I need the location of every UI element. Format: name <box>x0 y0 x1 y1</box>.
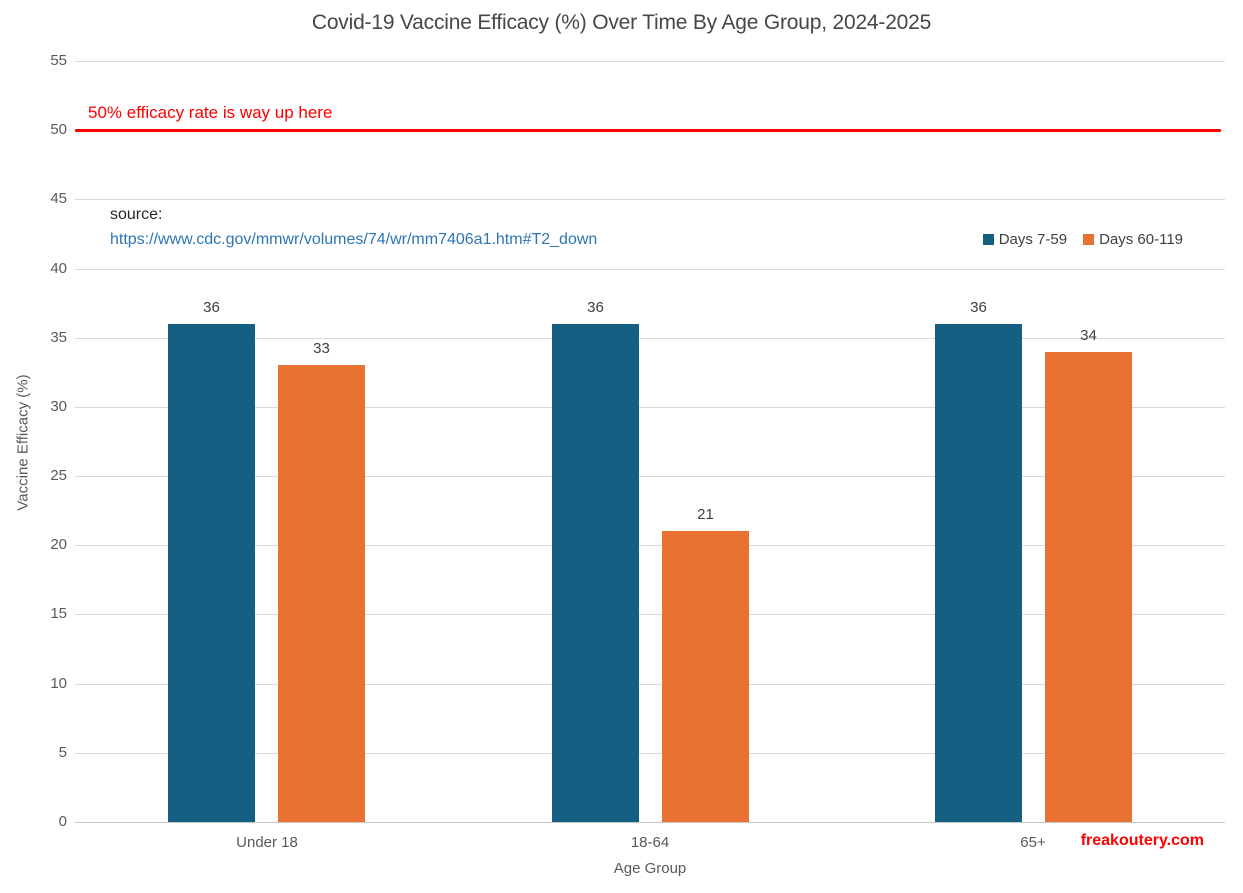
y-tick-label: 40 <box>50 260 67 277</box>
legend-item-days-7-59: Days 7-59 <box>982 231 1068 248</box>
legend-swatch-days-7-59-icon <box>982 234 994 245</box>
gridline <box>75 545 1225 546</box>
source-link[interactable]: https://www.cdc.gov/mmwr/volumes/74/wr/m… <box>110 231 598 248</box>
x-tick-label: Under 18 <box>236 834 298 851</box>
y-tick-label: 55 <box>50 52 67 69</box>
gridline <box>75 684 1225 685</box>
gridline <box>75 199 1225 200</box>
gridline <box>75 753 1225 754</box>
source-label: source: <box>110 206 163 223</box>
gridline <box>75 61 1225 62</box>
bar-days-7-59 <box>168 324 255 822</box>
gridline <box>75 338 1225 339</box>
bar-value-label: 36 <box>587 299 604 316</box>
y-tick-label: 25 <box>50 467 67 484</box>
bar-value-label: 21 <box>697 506 714 523</box>
bar-days-60-119 <box>278 365 365 822</box>
bar-value-label: 33 <box>313 340 330 357</box>
x-tick-label: 18-64 <box>630 834 670 851</box>
x-axis-title: Age Group <box>613 860 687 877</box>
bar-days-60-119 <box>662 531 749 822</box>
legend-label: Days 60-119 <box>1099 231 1183 248</box>
y-tick-label: 15 <box>50 605 67 622</box>
bar-value-label: 36 <box>203 299 220 316</box>
bar-value-label: 36 <box>970 299 987 316</box>
legend-item-days-60-119: Days 60-119 <box>1083 231 1183 248</box>
gridline <box>75 614 1225 615</box>
y-tick-label: 20 <box>50 536 67 553</box>
bar-days-60-119 <box>1045 352 1132 822</box>
legend: Days 7-59 Days 60-119 <box>982 231 1183 248</box>
y-tick-label: 50 <box>50 121 67 138</box>
y-tick-label: 10 <box>50 675 67 692</box>
legend-swatch-days-60-119-icon <box>1083 234 1095 245</box>
y-tick-label: 5 <box>58 744 67 761</box>
bar-days-7-59 <box>552 324 639 822</box>
y-tick-label: 0 <box>58 813 67 830</box>
watermark: freakoutery.com <box>1080 832 1204 849</box>
bar-value-label: 34 <box>1080 327 1097 344</box>
gridline <box>75 407 1225 408</box>
y-tick-label: 35 <box>50 329 67 346</box>
legend-label: Days 7-59 <box>998 231 1068 248</box>
x-tick-label: 65+ <box>1020 834 1046 851</box>
chart-title: Covid-19 Vaccine Efficacy (%) Over Time … <box>311 11 932 34</box>
gridline <box>75 269 1225 270</box>
annotation-text: 50% efficacy rate is way up here <box>88 103 333 122</box>
annotation-line <box>75 129 1221 132</box>
gridline <box>75 822 1225 823</box>
y-tick-label: 45 <box>50 190 67 207</box>
y-tick-label: 30 <box>50 398 67 415</box>
y-axis-title: Vaccine Efficacy (%) <box>14 374 32 511</box>
bar-days-7-59 <box>935 324 1022 822</box>
gridline <box>75 476 1225 477</box>
